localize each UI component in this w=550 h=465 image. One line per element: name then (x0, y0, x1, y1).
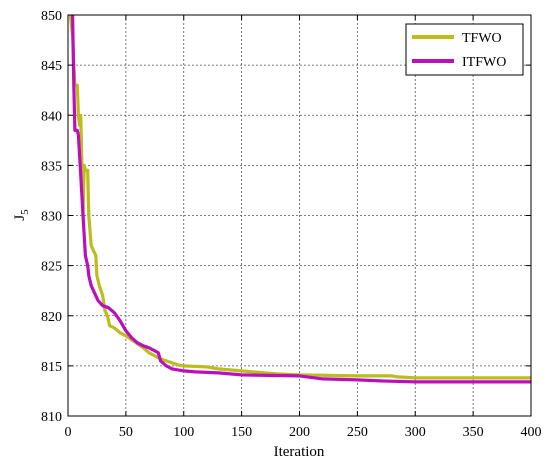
x-tick-label: 350 (463, 425, 484, 440)
x-tick-label: 0 (65, 425, 72, 440)
y-axis-title-subscript: 5 (19, 209, 31, 215)
y-tick-label: 825 (41, 260, 62, 275)
x-tick-label: 200 (289, 425, 310, 440)
x-tick-label: 250 (347, 425, 368, 440)
y-tick-label: 835 (41, 159, 62, 174)
x-axis-title: Iteration (274, 444, 325, 460)
legend-box (405, 23, 524, 76)
legend-label-itfwo: ITFWO (462, 55, 506, 70)
y-tick-label: 840 (41, 109, 62, 124)
series-line-tfwo (68, 15, 531, 380)
y-axis-title-main: J (12, 215, 28, 221)
y-tick-label: 810 (41, 410, 62, 425)
x-tick-label: 300 (405, 425, 426, 440)
y-tick-label: 845 (41, 59, 62, 74)
series-group (68, 15, 531, 384)
x-tick-label: 400 (521, 425, 542, 440)
y-axis-title: J5 (12, 209, 31, 221)
y-tick-label: 820 (41, 310, 62, 325)
x-tick-label: 100 (173, 425, 194, 440)
tick-labels: 0 50 100 150 200 250 300 350 400 810 815 820 825 830 8… (41, 9, 542, 440)
series-layer (68, 15, 531, 384)
x-tick-label: 150 (231, 425, 252, 440)
x-tick-label: 50 (119, 425, 133, 440)
series-line-itfwo (70, 15, 531, 384)
y-tick-label: 815 (41, 360, 62, 375)
legend: TFWO ITFWO (405, 23, 524, 76)
y-tick-label: 850 (41, 9, 62, 24)
ticks (67, 14, 532, 417)
legend-label-tfwo: TFWO (462, 31, 502, 46)
y-tick-label: 830 (41, 210, 62, 225)
